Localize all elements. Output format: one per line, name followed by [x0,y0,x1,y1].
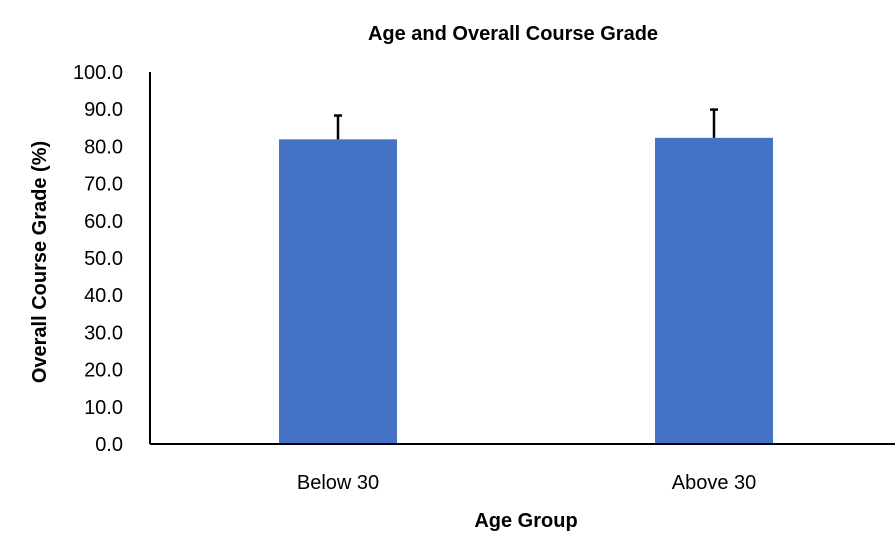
y-tick-label: 70.0 [84,174,123,196]
bar-below-30 [279,139,397,444]
y-axis-ticks: 0.0 10.0 20.0 30.0 40.0 50.0 60.0 70.0 80.0 90.0 1… [73,62,123,456]
y-tick-label: 10.0 [84,397,123,419]
bar-above-30 [655,137,773,444]
x-tick-label: Below 30 [297,472,379,494]
x-axis-ticks: Below 30 Above 30 [297,472,756,494]
y-tick-label: 0.0 [95,434,123,456]
y-tick-label: 50.0 [84,248,123,270]
y-tick-label: 100.0 [73,62,123,84]
y-tick-label: 30.0 [84,322,123,344]
y-axis-title: Overall Course Grade (%) [29,141,51,383]
y-tick-label: 80.0 [84,136,123,158]
bars-group [279,137,773,444]
chart-title: Age and Overall Course Grade [368,23,658,45]
y-tick-label: 40.0 [84,285,123,307]
y-tick-label: 20.0 [84,360,123,382]
x-axis-title: Age Group [474,510,577,532]
y-tick-label: 60.0 [84,211,123,233]
x-tick-label: Above 30 [672,472,757,494]
y-tick-label: 90.0 [84,99,123,121]
error-bars-group [334,108,718,140]
